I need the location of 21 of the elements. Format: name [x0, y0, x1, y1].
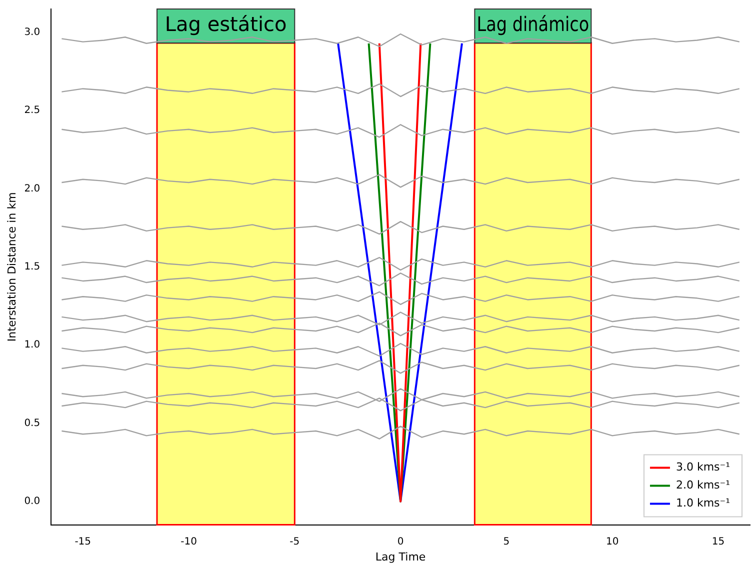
legend-label: 2.0 kms⁻¹ — [676, 478, 730, 492]
band-label: Lag estático — [164, 12, 287, 36]
x-tick-label: -5 — [290, 536, 300, 548]
y-tick-label: 0.5 — [24, 418, 40, 429]
x-tick-label: -10 — [180, 536, 197, 548]
y-tick-label: 2.5 — [24, 105, 40, 116]
legend-label: 3.0 kms⁻¹ — [676, 460, 730, 474]
y-tick-label: 1.5 — [24, 261, 40, 272]
y-axis-title: Interstation Distance in km — [5, 192, 18, 342]
y-tick-label: 3.0 — [24, 27, 40, 38]
x-axis-title: Lag Time — [375, 550, 426, 564]
x-tick-label: 10 — [606, 536, 619, 548]
y-tick-label: 0.0 — [24, 496, 40, 507]
x-tick-label: -15 — [74, 536, 92, 548]
y-tick-label: 2.0 — [24, 183, 40, 194]
legend-label: 1.0 kms⁻¹ — [676, 496, 730, 510]
band-label: Lag dinámico — [476, 14, 590, 37]
x-tick-label: 5 — [503, 536, 510, 548]
x-tick-label: 15 — [712, 536, 725, 548]
x-tick-label: 0 — [397, 536, 404, 548]
y-tick-label: 1.0 — [24, 340, 40, 351]
